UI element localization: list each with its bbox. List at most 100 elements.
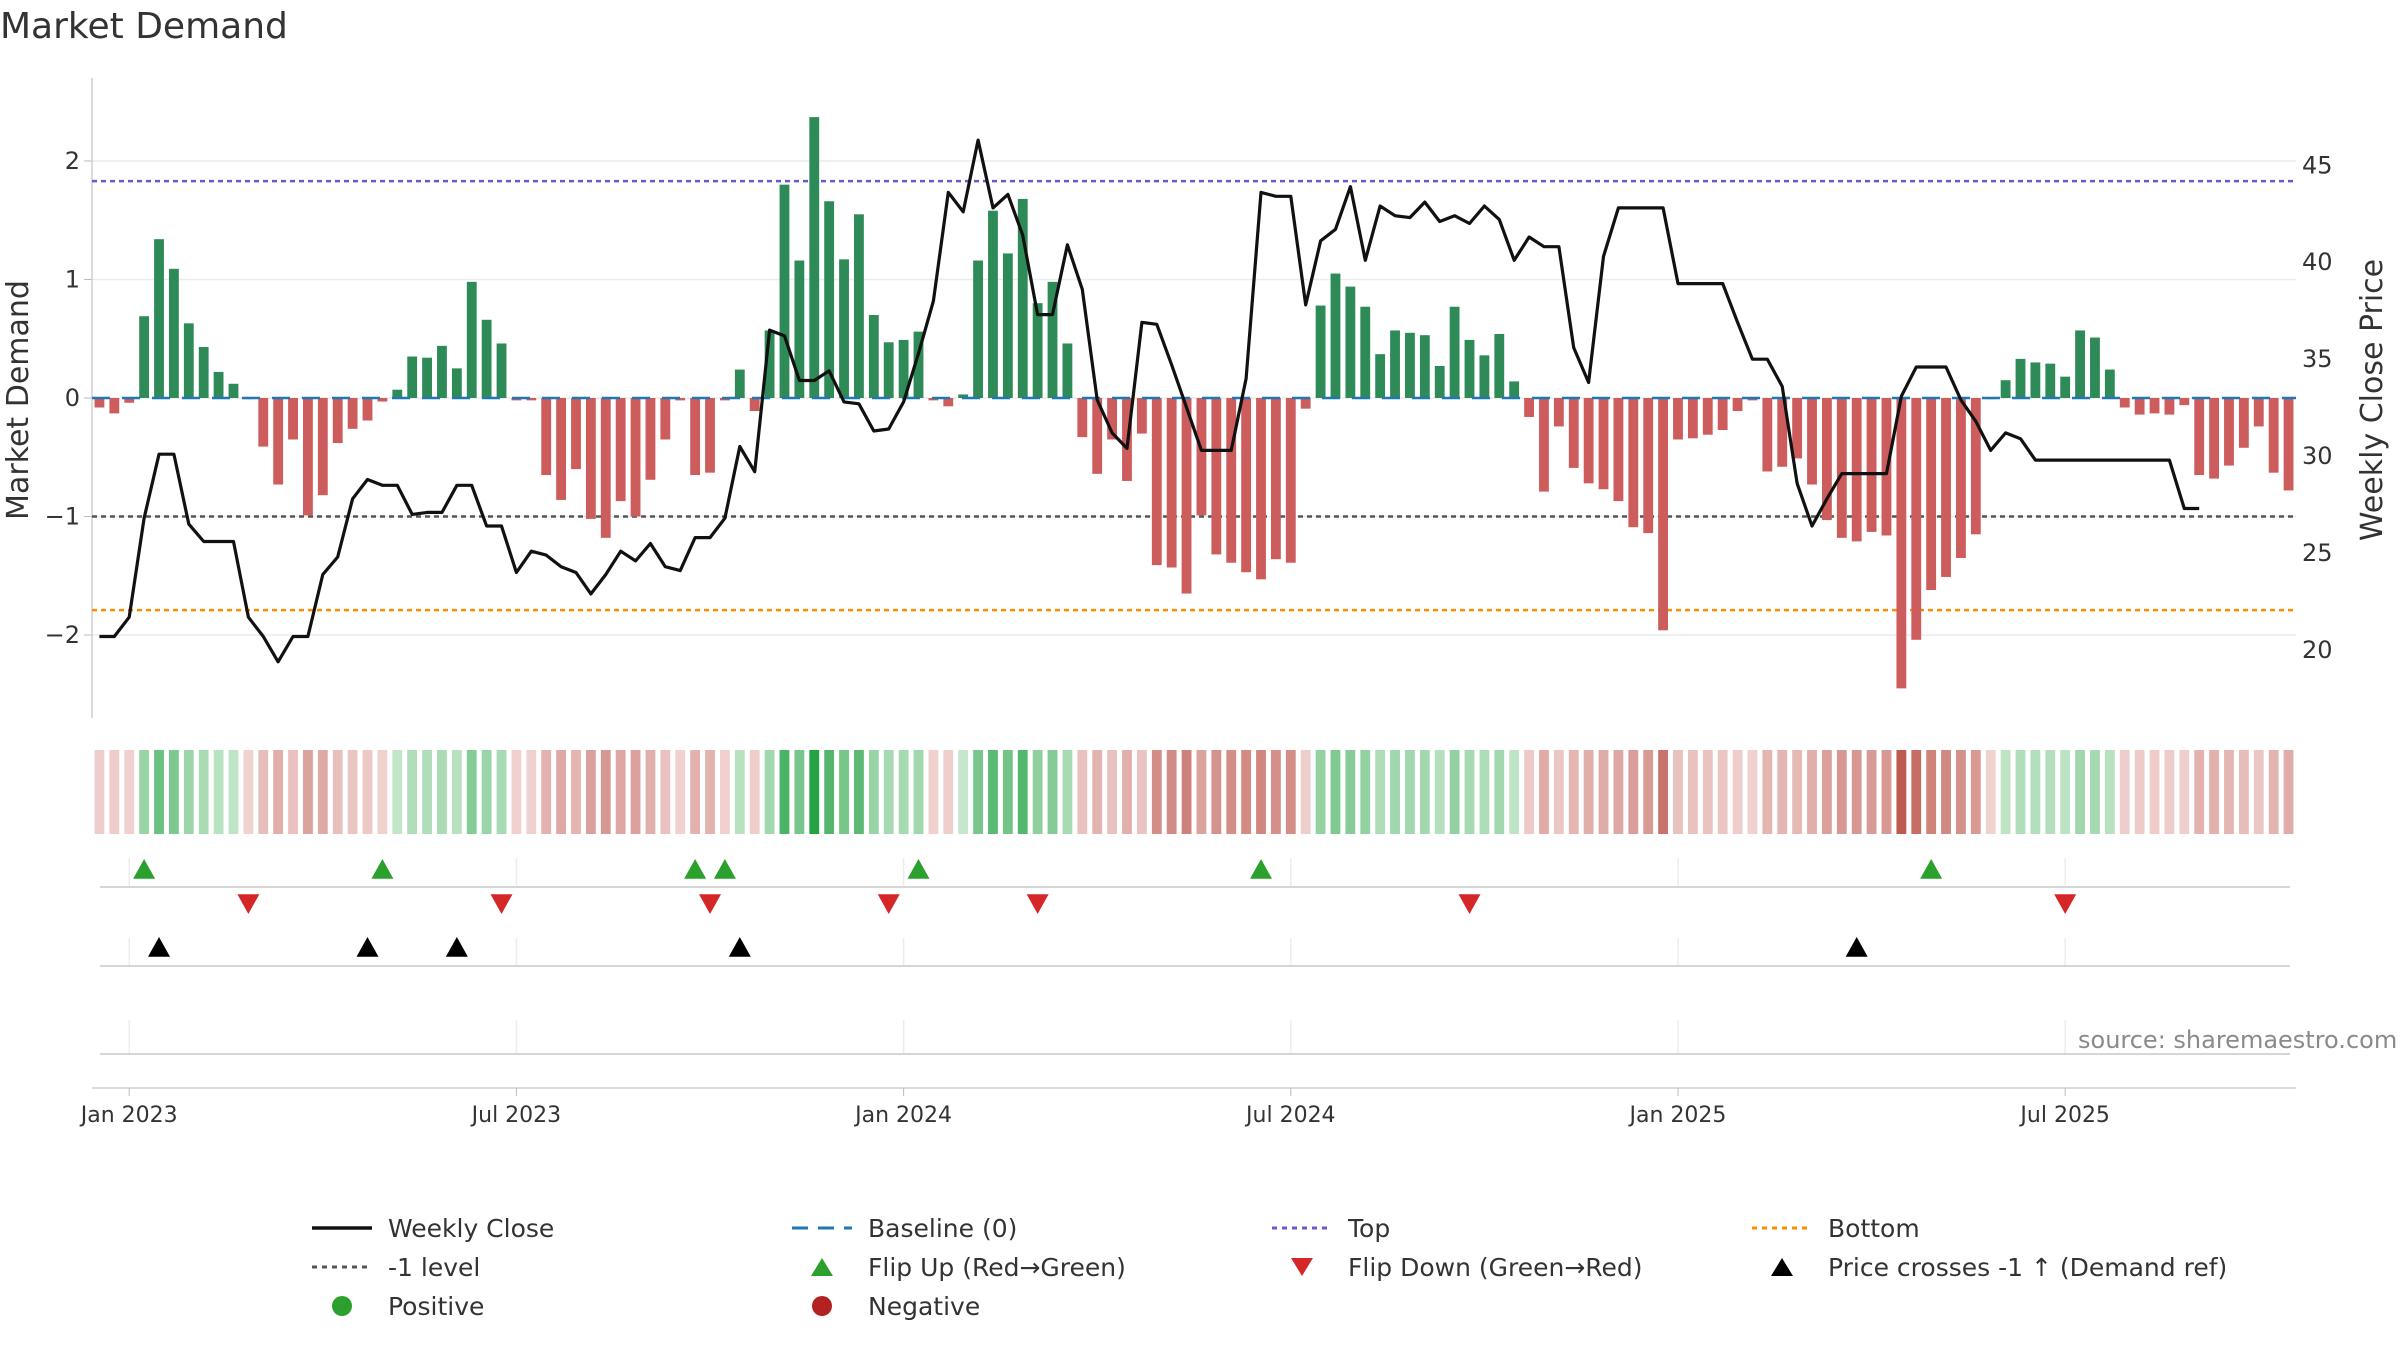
demand-bar (2104, 369, 2115, 398)
demand-bar (303, 398, 313, 516)
demand-heat-cell (705, 750, 715, 834)
demand-heat-cell (1360, 750, 1371, 834)
demand-bar (1270, 398, 1281, 560)
demand-bar (794, 260, 805, 398)
price-cross-marker (1845, 937, 1868, 957)
demand-bar (2224, 398, 2234, 466)
demand-heat-cell (1017, 750, 1028, 834)
demand-bar (228, 383, 239, 398)
demand-bar (1956, 398, 1966, 558)
demand-bar (1866, 398, 1877, 532)
demand-heat-cell (362, 750, 373, 834)
demand-heat-cell (1628, 750, 1639, 834)
demand-heat-cell (943, 750, 954, 834)
y-right-tick-label: 40 (2302, 248, 2333, 276)
price-cross-marker (148, 937, 171, 957)
demand-bar (1836, 398, 1847, 538)
demand-heat-cell (883, 750, 894, 834)
demand-heat-cell (2253, 750, 2264, 834)
y-right-tick-label: 30 (2302, 442, 2333, 470)
demand-heat-cell (1077, 750, 1088, 834)
flip-down-marker (237, 894, 260, 914)
legend-item-top: Top (1270, 1210, 1390, 1246)
demand-bar (392, 389, 403, 398)
demand-heat-cell (1405, 750, 1415, 834)
demand-heat-cell (1032, 750, 1043, 834)
y-left-tick-label: 2 (65, 147, 80, 175)
demand-bar (1002, 253, 1013, 398)
demand-bar (1509, 381, 1520, 398)
demand-heat-cell (317, 750, 328, 834)
demand-bar (2149, 398, 2160, 414)
demand-heat-cell (2209, 750, 2220, 834)
legend-item-minus-one: -1 level (310, 1249, 480, 1285)
demand-heat-cell (1226, 750, 1237, 834)
demand-bar (168, 268, 179, 398)
demand-heat-cell (734, 750, 745, 834)
demand-heat-cell (719, 750, 730, 834)
demand-heat-cell (2179, 750, 2190, 834)
demand-heat-cell (2283, 750, 2294, 834)
demand-bar (1583, 398, 1594, 484)
demand-bar (139, 316, 150, 398)
demand-heat-cell (124, 750, 135, 834)
demand-heat-cell (273, 750, 284, 834)
demand-bar (154, 239, 164, 398)
demand-bar (1926, 398, 1937, 590)
demand-heat-cell (1509, 750, 1520, 834)
demand-heat-cell (1926, 750, 1937, 834)
demand-heat-cell (1300, 750, 1311, 834)
demand-bar (466, 281, 477, 398)
demand-heat-cell (571, 750, 581, 834)
demand-heat-cell (1553, 750, 1564, 834)
flip-down-marker (2054, 894, 2077, 914)
demand-heat-cell (1970, 750, 1981, 834)
demand-bar (1732, 398, 1743, 412)
demand-heat-cell (839, 750, 849, 834)
demand-heat-cell (1434, 750, 1445, 834)
demand-heat-cell (183, 750, 194, 834)
demand-bar (2060, 376, 2071, 398)
demand-bar (1196, 398, 1207, 516)
legend-line-baseline-icon (790, 1213, 854, 1243)
triangle-down-icon (1270, 1252, 1334, 1282)
demand-heat-cell (1762, 750, 1773, 834)
demand-heat-cell (1956, 750, 1966, 834)
demand-heat-cell (1002, 750, 1013, 834)
triangle-up-black-icon (1750, 1252, 1814, 1282)
demand-heat-cell (779, 750, 790, 834)
demand-heat-cell (1881, 750, 1892, 834)
demand-bar (1821, 398, 1832, 521)
demand-heat-cell (422, 750, 432, 834)
demand-bar (898, 339, 909, 398)
legend-line-top-icon (1270, 1213, 1334, 1243)
flip-up-marker (1920, 859, 1943, 879)
demand-heat-cell (1062, 750, 1073, 834)
demand-bar (2075, 330, 2085, 398)
flip-up-marker (684, 859, 707, 879)
demand-heat-cell (1107, 750, 1118, 834)
demand-bar (1494, 334, 1505, 398)
demand-bar (1941, 398, 1951, 577)
demand-bar (1405, 332, 1415, 398)
demand-bar (1166, 398, 1177, 568)
demand-heat-cell (1941, 750, 1951, 834)
demand-bar (1673, 398, 1683, 440)
demand-bar (526, 398, 537, 401)
flip-up-marker (907, 859, 930, 879)
demand-bar (839, 259, 849, 398)
demand-heat-cell (1494, 750, 1505, 834)
demand-heat-cell (2194, 750, 2205, 834)
legend-label-flip-up: Flip Up (Red→Green) (868, 1252, 1126, 1282)
demand-bar (1717, 398, 1728, 430)
demand-heat-cell (2104, 750, 2115, 834)
demand-bar (213, 371, 224, 398)
demand-heat-cell (2119, 750, 2130, 834)
demand-heat-cell (1702, 750, 1713, 834)
flip-down-marker (1458, 894, 1481, 914)
demand-heat-cell (1732, 750, 1743, 834)
demand-heat-cell (437, 750, 447, 834)
demand-bar (437, 345, 447, 398)
demand-bar (124, 398, 135, 403)
